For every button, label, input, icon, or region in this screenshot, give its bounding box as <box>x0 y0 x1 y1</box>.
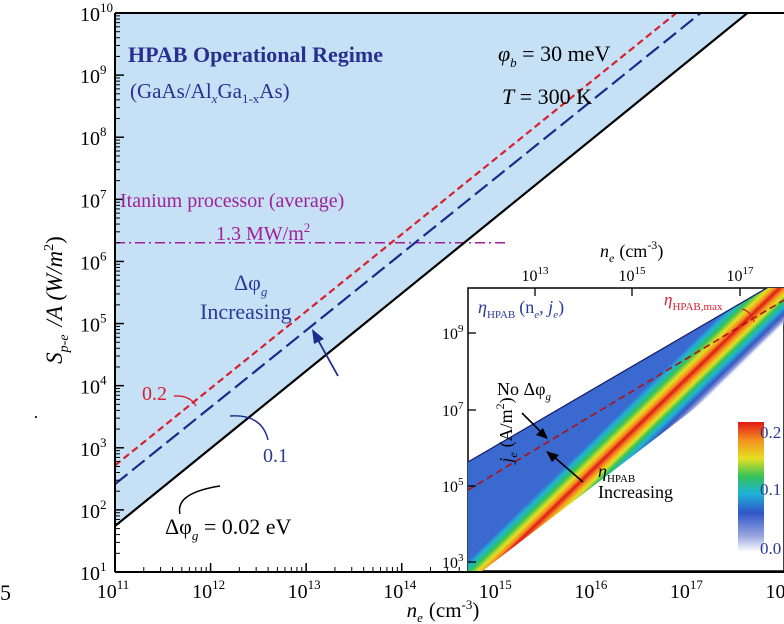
inset-left-tick-label-1: 107 <box>442 400 464 420</box>
x-tick-label-5: 1016 <box>574 577 608 603</box>
series-line-0 <box>115 13 750 527</box>
param-temperature: T = 300 K <box>502 84 592 109</box>
inset-eta-max-line <box>468 299 784 491</box>
inset-efficiency-band <box>468 288 784 571</box>
hpab-region-fill <box>115 13 784 527</box>
inset-eta-increasing-symbol: ηHPAB <box>598 461 635 485</box>
inset-top-axis-label: ne (cm-3) <box>600 238 663 265</box>
x-tick-label-6: 1017 <box>670 577 704 603</box>
label-0.2: 0.2 <box>142 383 167 405</box>
svg-text:je(A/m2): je(A/m2) <box>493 397 520 464</box>
colorbar-label-bottom: 0.0 <box>760 539 781 558</box>
y-tick-label-6: 107 <box>80 186 107 212</box>
x-tick-label-3: 1014 <box>383 577 417 603</box>
x-tick-label-2: 1013 <box>288 577 321 603</box>
svg-text:Sp-e/A (W/m2): Sp-e/A (W/m2) <box>42 236 72 364</box>
y-tick-label-9: 1010 <box>80 0 113 26</box>
inset-eta-max-label: ηHPAB,max <box>664 290 723 313</box>
x-axis-label: ne (cm-3) <box>407 597 480 624</box>
inset-upper-edge <box>468 288 769 463</box>
x-tick-label-1: 1012 <box>192 577 225 603</box>
increasing-arrowhead <box>312 329 324 344</box>
inset-left-tick-label-0: 109 <box>442 323 464 343</box>
increasing-arrow-line <box>317 339 339 377</box>
inset-top-tick-label-2: 1017 <box>727 265 755 285</box>
arrow-dphi-label: Δφg <box>234 270 268 299</box>
y-tick-label-2: 103 <box>80 435 107 461</box>
inset-top-tick-label-0: 1013 <box>522 265 550 285</box>
inset-eta-increasing-arrow <box>552 455 584 483</box>
y-tick-label-0: 101 <box>80 559 107 585</box>
label-dphi-leader <box>178 485 221 515</box>
inset-eta-increasing-arrowhead <box>546 451 559 462</box>
arrow-increasing-label: Increasing <box>200 299 292 324</box>
itanium-label: Itanium processor (average) <box>120 190 344 212</box>
inset-left-axis-label: je(A/m2) <box>493 397 520 464</box>
x-tick-label-0: 1011 <box>97 577 130 603</box>
y-axis-label: Sp-e/A (W/m2) · <box>26 236 72 420</box>
param-phi-b: φb = 30 meV <box>498 41 610 70</box>
inset-colorbar <box>738 422 764 552</box>
y-tick-label-8: 109 <box>80 62 107 88</box>
inset-title: ηHPAB (ne, je) <box>478 297 564 321</box>
inset-left-tick-label-2: 105 <box>442 476 464 496</box>
inset-no-dphi-label: No Δφg <box>497 379 551 403</box>
y-tick-label-7: 108 <box>80 124 107 150</box>
y-tick-label-3: 104 <box>80 373 107 399</box>
series-line-1 <box>115 13 703 485</box>
region-material: (GaAs/AlxGa1-xAs) <box>130 79 290 106</box>
label-0.1: 0.1 <box>263 445 288 467</box>
colorbar-label-mid: 0.1 <box>760 480 781 499</box>
y-tick-label-5: 106 <box>80 248 107 274</box>
inset-no-dphi-arrow <box>521 412 544 435</box>
x-tick-label-4: 1015 <box>479 577 512 603</box>
inset-eta-max-leader <box>741 308 755 323</box>
inset-top-tick-label-1: 1015 <box>619 265 647 285</box>
inset-panel: ne (cm-3) 1013 1015 1017 je(A/m2) 109 107 105… <box>442 238 784 572</box>
x-tick-label-7: 1018 <box>766 577 784 603</box>
colorbar-label-top: 0.2 <box>760 423 781 442</box>
y-tick-label-1: 102 <box>80 497 107 523</box>
series-line-2 <box>115 13 679 467</box>
region-title: HPAB Operational Regime <box>128 42 383 67</box>
y-tick-label-4: 105 <box>80 311 107 337</box>
inset-eta-increasing-text: Increasing <box>598 482 673 502</box>
label-0.1-leader <box>229 415 269 441</box>
inset-no-dphi-arrowhead <box>536 428 548 439</box>
s-dot: · <box>26 414 46 420</box>
label-dphi-0.02: Δφg = 0.02 eV <box>165 514 292 543</box>
label-0.2-leader <box>173 395 197 407</box>
inset-left-tick-label-3: 103 <box>442 552 464 572</box>
left-edge-fragment: 5 <box>0 580 11 605</box>
itanium-value-label: 1.3 MW/m2 <box>216 220 310 245</box>
